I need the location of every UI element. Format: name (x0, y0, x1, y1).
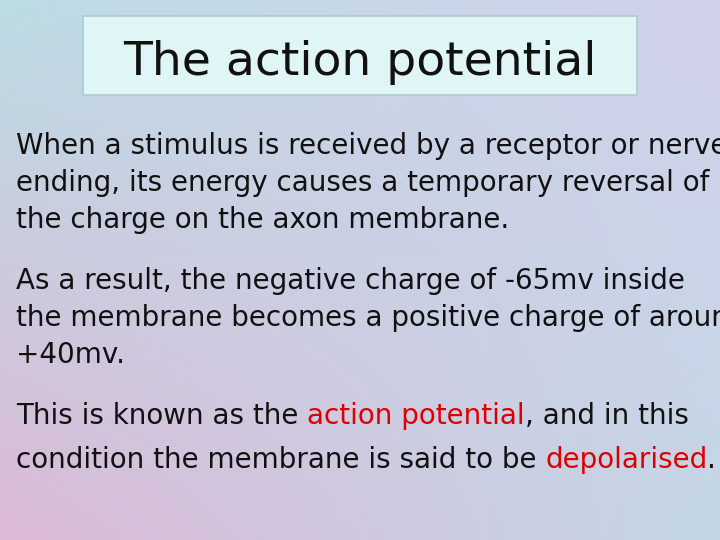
Text: .: . (708, 446, 716, 474)
Text: The action potential: The action potential (123, 39, 597, 85)
Text: condition the membrane is said to be: condition the membrane is said to be (16, 446, 545, 474)
Text: As a result, the negative charge of -65mv inside
the membrane becomes a positive: As a result, the negative charge of -65m… (16, 267, 720, 369)
FancyBboxPatch shape (83, 16, 637, 94)
Text: , and in this: , and in this (525, 402, 688, 430)
Text: action potential: action potential (307, 402, 525, 430)
Text: When a stimulus is received by a receptor or nerve
ending, its energy causes a t: When a stimulus is received by a recepto… (16, 132, 720, 234)
Text: This is known as the: This is known as the (16, 402, 307, 430)
Text: depolarised: depolarised (545, 446, 708, 474)
